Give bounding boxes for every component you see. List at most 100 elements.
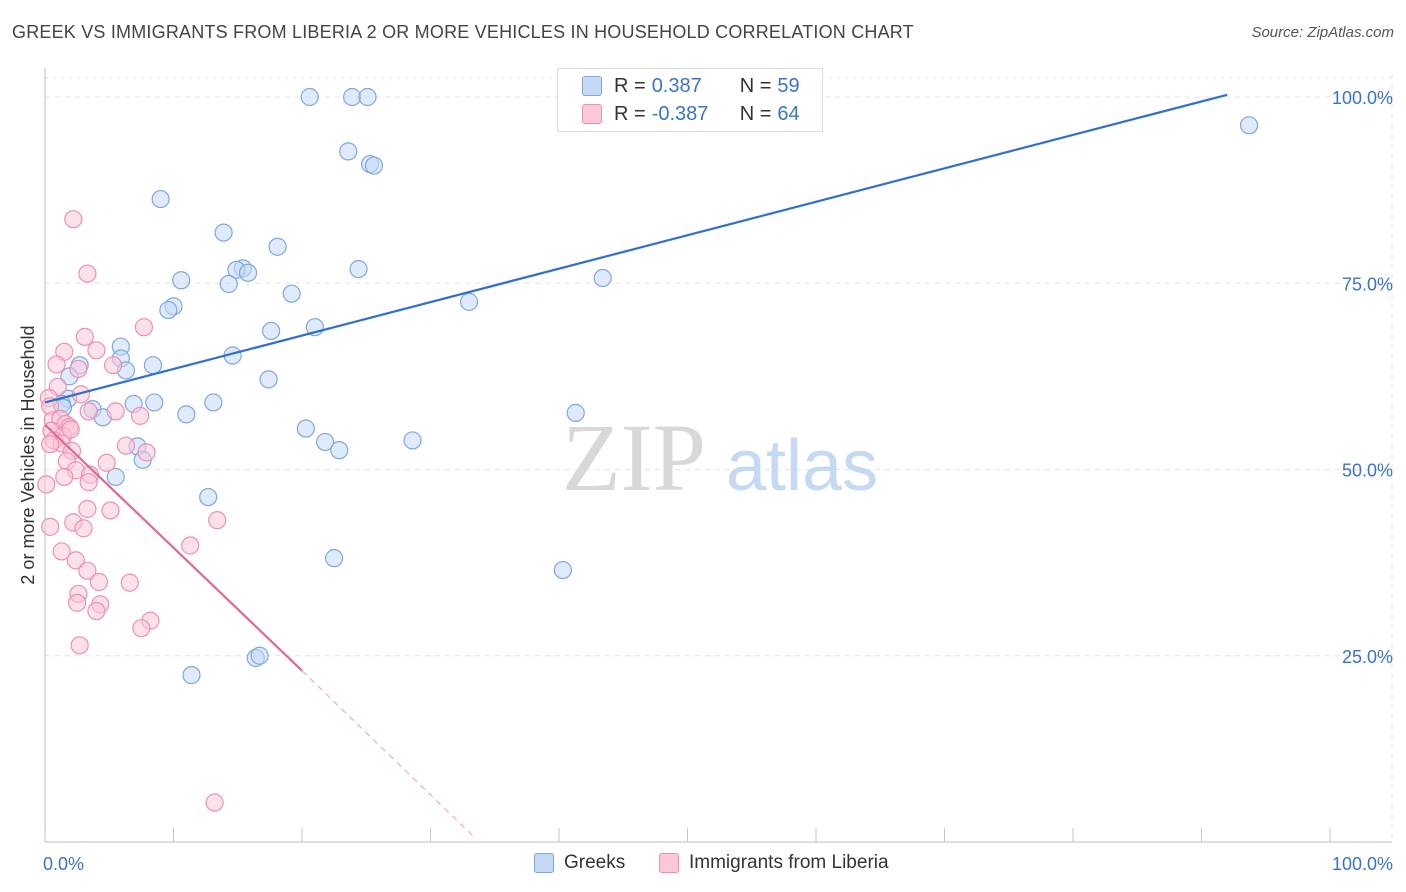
liberia-point — [78, 264, 97, 283]
liberia-point — [41, 517, 60, 536]
greek-point — [343, 87, 362, 107]
r-value: 0.387 — [651, 74, 702, 97]
watermark-zip: ZIP — [562, 404, 706, 511]
greek-point — [250, 646, 269, 665]
greek-point — [259, 370, 278, 389]
watermark: ZIP atlas — [562, 404, 878, 511]
greek-point — [553, 560, 572, 580]
greek-point — [1239, 116, 1259, 135]
greek-point — [358, 87, 377, 107]
r-label: R = — [614, 74, 646, 97]
liberia-point — [78, 499, 97, 519]
greek-point — [262, 321, 281, 341]
legend-item-greeks: Greeks — [534, 852, 625, 874]
liberia-point — [70, 636, 89, 655]
liberia-point — [87, 601, 106, 621]
legend-swatch-greeks — [582, 76, 602, 96]
liberia-point — [74, 519, 93, 538]
liberia-point — [69, 359, 88, 379]
liberia-point — [134, 318, 154, 337]
chart-title: GREEK VS IMMIGRANTS FROM LIBERIA 2 OR MO… — [12, 22, 914, 42]
labels-layer: 25.0% 50.0% 75.0% 100.0% 0.0% 100.0% 2 or more… — [18, 88, 1393, 874]
greek-point — [339, 142, 358, 161]
liberia-point — [89, 572, 109, 592]
liberia-point — [75, 327, 94, 346]
greek-point — [282, 284, 301, 303]
x-tick-label: 0.0% — [43, 854, 84, 874]
liberia-point — [116, 436, 136, 455]
liberia-point — [66, 551, 85, 570]
liberia-point — [104, 356, 123, 375]
greek-point — [566, 403, 585, 422]
liberia-point — [55, 467, 74, 487]
greek-point — [364, 156, 384, 175]
y-tick-label: 25.0% — [1342, 647, 1393, 667]
y-axis-title: 2 or more Vehicles in Household — [18, 325, 38, 584]
n-label: N = — [739, 102, 772, 125]
liberia-point — [68, 593, 87, 612]
trend-layer — [44, 93, 1228, 839]
liberia-point — [79, 473, 98, 492]
greek-point — [159, 300, 178, 320]
liberia-point — [37, 475, 56, 494]
greeks-trendline — [44, 93, 1228, 404]
liberia-point — [41, 435, 60, 454]
series-legend: Greeks Immigrants from Liberia — [0, 852, 1406, 878]
greek-point — [177, 405, 196, 424]
greek-point — [349, 259, 368, 279]
legend-label-liberia: Immigrants from Liberia — [689, 852, 889, 873]
points-layer — [37, 87, 1259, 812]
greek-point — [219, 274, 238, 294]
greek-point — [459, 292, 479, 311]
liberia-point — [101, 501, 120, 520]
r-value: -0.387 — [651, 102, 709, 125]
greek-point — [172, 271, 191, 290]
liberia-point — [97, 453, 116, 472]
greek-point — [182, 666, 201, 685]
greek-point — [199, 487, 218, 507]
y-tick-label: 75.0% — [1342, 274, 1393, 294]
liberia-trendline — [44, 424, 303, 672]
n-label: N = — [739, 74, 772, 97]
liberia-point — [87, 341, 106, 360]
axes-layer — [44, 68, 1392, 843]
greek-point — [330, 441, 349, 460]
greek-point — [151, 189, 170, 209]
x-tick-label: 100.0% — [1332, 854, 1393, 874]
greek-point — [325, 549, 344, 568]
greek-point — [106, 467, 125, 487]
liberia-point — [79, 402, 98, 421]
greek-point — [296, 419, 315, 438]
liberia-point — [205, 793, 224, 812]
legend-label-greeks: Greeks — [564, 852, 626, 873]
legend-item-liberia: Immigrants from Liberia — [659, 852, 889, 874]
greek-point — [593, 268, 612, 288]
liberia-point — [64, 210, 83, 229]
liberia-point — [78, 561, 97, 580]
n-value: 59 — [777, 74, 800, 97]
legend-swatch-greeks — [534, 853, 554, 873]
liberia-point — [208, 511, 227, 530]
greek-point — [300, 87, 319, 107]
greek-point — [204, 393, 223, 412]
liberia-point — [52, 542, 71, 561]
liberia-point — [106, 402, 125, 421]
greek-point — [268, 237, 287, 256]
y-tick-label: 100.0% — [1332, 88, 1393, 108]
legend-swatch-liberia — [659, 853, 679, 873]
liberia-point — [130, 406, 150, 425]
liberia-point — [132, 619, 151, 638]
y-tick-label: 50.0% — [1342, 461, 1393, 481]
n-value: 64 — [777, 102, 800, 125]
watermark-atlas: atlas — [726, 426, 878, 506]
legend-swatch-liberia — [582, 104, 602, 124]
liberia-point — [137, 443, 156, 462]
liberia-point — [61, 420, 80, 439]
legend-row-greeks: R = 0.387 N = 59 — [582, 73, 800, 99]
greek-point — [238, 263, 258, 282]
greek-point — [316, 432, 335, 452]
source-credit: Source: ZipAtlas.com — [1251, 24, 1394, 41]
grid-layer — [45, 74, 1393, 842]
greek-point — [403, 431, 422, 450]
